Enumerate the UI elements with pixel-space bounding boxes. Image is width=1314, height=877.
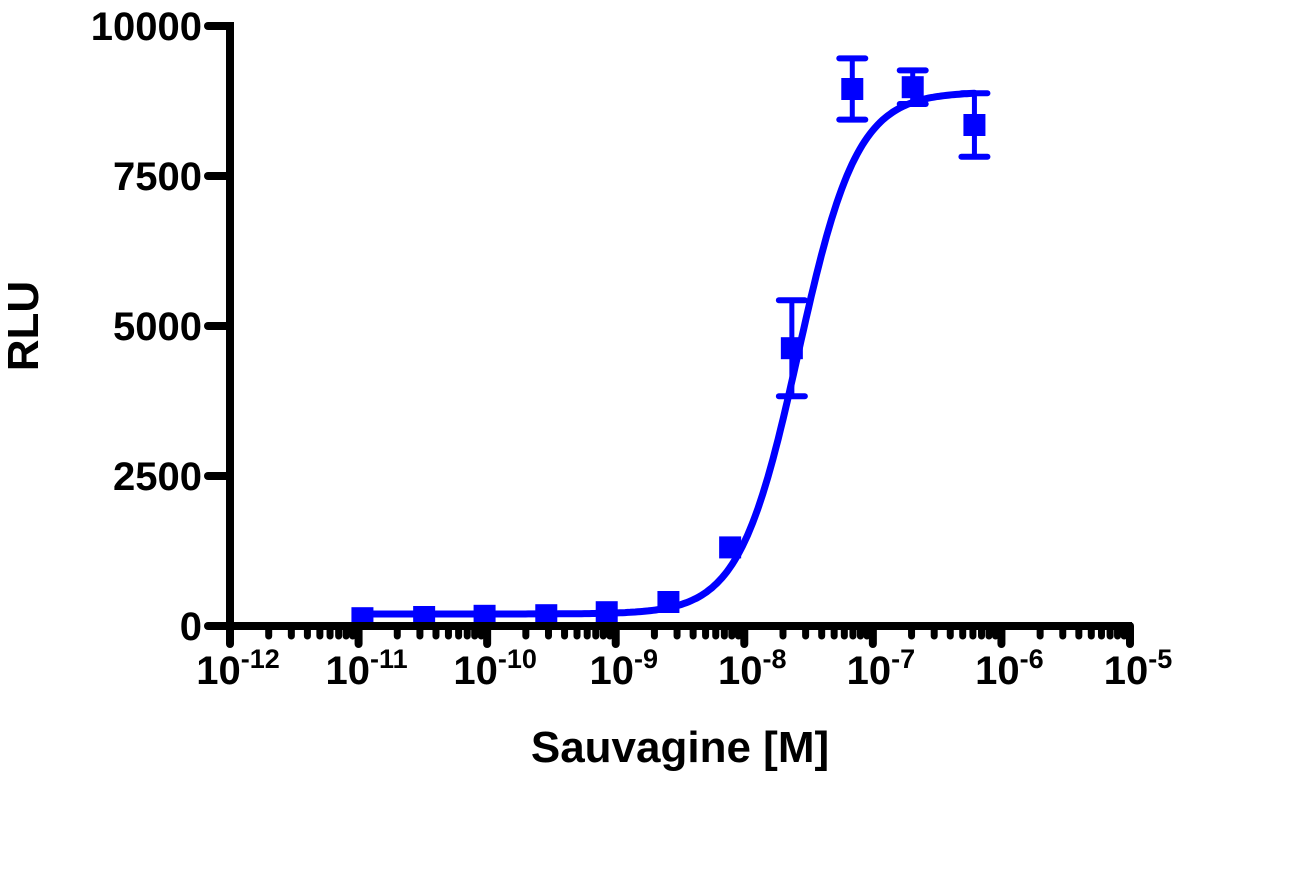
- square-marker: [719, 536, 742, 559]
- y-tick-label: 5000: [113, 305, 202, 349]
- fit-curve-line: [358, 89, 978, 618]
- square-marker: [657, 591, 680, 613]
- y-tick-label: 7500: [113, 155, 202, 199]
- x-tick-label: 10-5: [1104, 644, 1173, 693]
- axis-labels: RLU Sauvagine [M]: [0, 281, 829, 772]
- x-tick-label: 10-9: [589, 644, 658, 693]
- y-tick-label: 10000: [91, 5, 202, 49]
- x-tick-label: 10-8: [718, 644, 787, 693]
- square-marker: [963, 114, 986, 136]
- x-tick-label: 10-7: [847, 644, 916, 693]
- fit-curve: [358, 89, 978, 618]
- square-marker: [535, 604, 558, 627]
- y-axis-title: RLU: [0, 281, 48, 371]
- square-marker: [473, 604, 496, 627]
- y-tick-label: 2500: [113, 455, 202, 499]
- x-tick-label: 10-12: [196, 644, 280, 693]
- square-marker: [780, 337, 803, 360]
- x-tick-label: 10-6: [975, 644, 1044, 693]
- data-points: [351, 55, 991, 630]
- x-tick-label: 10-10: [453, 644, 537, 693]
- y-tick-label: 0: [180, 605, 202, 649]
- square-marker: [841, 78, 864, 100]
- square-marker: [595, 601, 618, 624]
- square-marker: [901, 76, 924, 99]
- x-axis-title: Sauvagine [M]: [531, 723, 829, 772]
- x-tick-label: 10-11: [326, 644, 408, 693]
- axes: 0 2500 5000 7500 10000 10-12 10-11 10-10 10-9 10-…: [91, 5, 1172, 693]
